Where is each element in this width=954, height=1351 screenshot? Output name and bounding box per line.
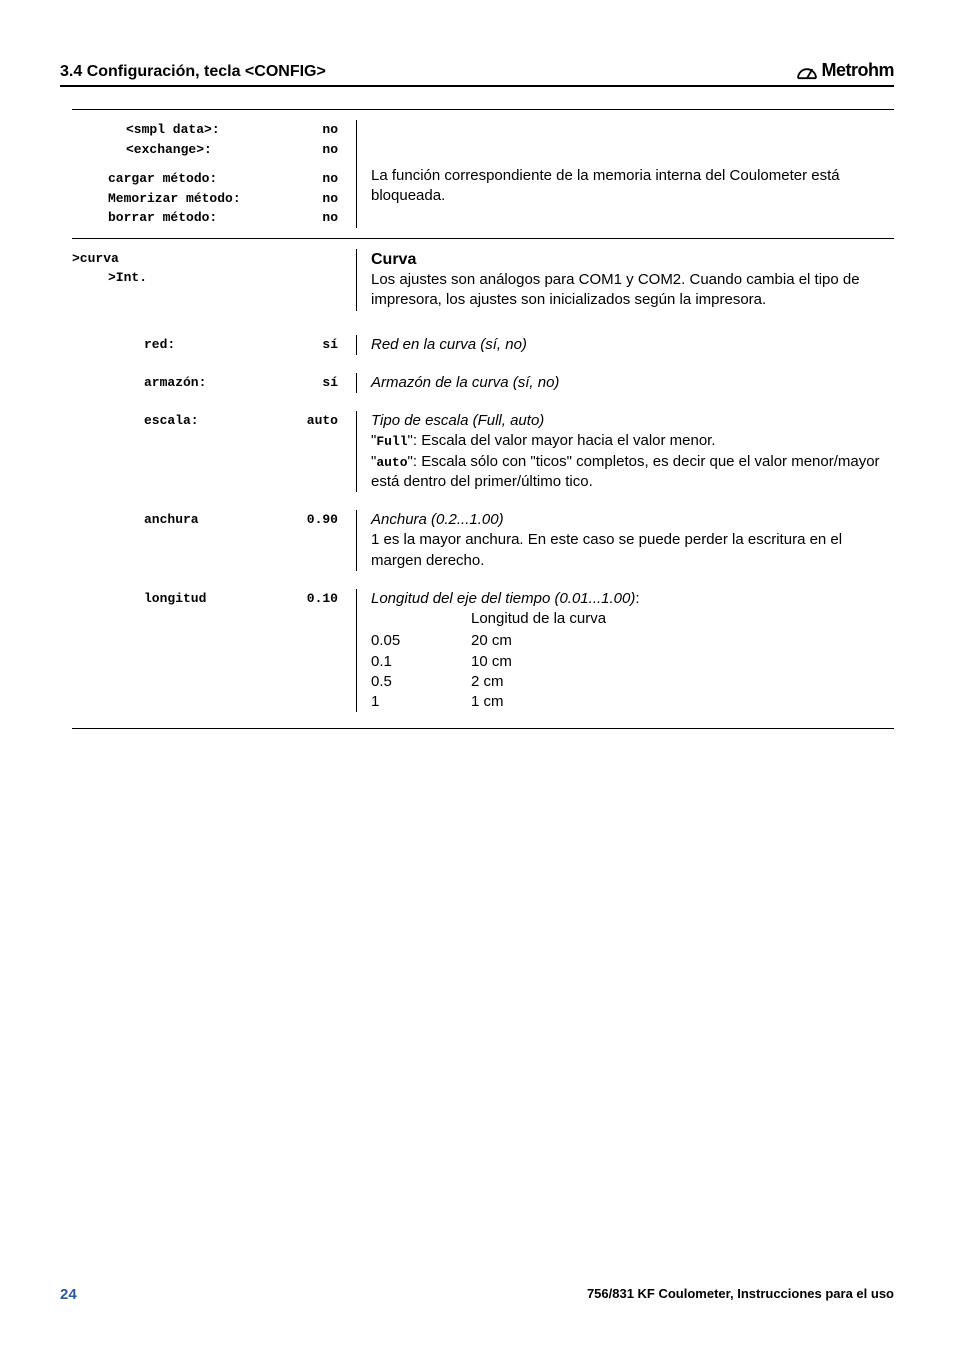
config-value: no <box>293 189 348 209</box>
config-row: borrar método:no <box>72 208 348 228</box>
table-cell: 0.5 <box>371 672 471 692</box>
curva-row: anchura0.90 Anchura (0.2...1.00)1 es la m… <box>72 496 894 575</box>
doc-title: 756/831 KF Coulometer, Instrucciones par… <box>587 1286 894 1303</box>
curva-row-desc: Armazón de la curva (sí, no) <box>371 373 894 393</box>
curva-row: escala:auto Tipo de escala (Full, auto)"F… <box>72 397 894 496</box>
table-cell: 0.05 <box>371 631 471 651</box>
page-number: 24 <box>60 1286 77 1303</box>
curva-head: >curva >Int. Curva Los ajustes son análo… <box>72 238 894 321</box>
config-key: <smpl data>: <box>126 120 293 140</box>
config-value: no <box>293 169 348 189</box>
memory-desc-text: La función correspondiente de la memoria… <box>371 166 894 207</box>
config-key: red: <box>144 335 293 355</box>
config-value: no <box>293 140 348 160</box>
config-key: <exchange>: <box>126 140 293 160</box>
curva-row-desc: Red en la curva (sí, no) <box>371 335 894 355</box>
metrohm-icon <box>796 62 818 80</box>
table-cell: 0.1 <box>371 652 471 672</box>
curva-row-extra: "Full": Escala del valor mayor hacia el … <box>371 431 894 451</box>
config-key: longitud <box>144 589 293 609</box>
curva-row-sublabel: Longitud de la curva <box>371 609 894 629</box>
config-value: 0.90 <box>293 510 348 530</box>
curva-row-right: Anchura (0.2...1.00)1 es la mayor anchur… <box>357 510 894 571</box>
curva-row-desc: Longitud del eje del tiempo (0.01...1.00… <box>371 589 894 609</box>
config-row: Memorizar método:no <box>72 189 348 209</box>
curva-row-extra: "auto": Escala sólo con "ticos" completo… <box>371 452 894 493</box>
table-row: 0.52 cm <box>371 672 894 692</box>
curva-row-left: armazón:sí <box>72 373 357 393</box>
block-memory: <smpl data>:no<exchange>:no cargar métod… <box>72 109 894 238</box>
curva-head2: >Int. <box>72 268 348 288</box>
brand: Metrohm <box>796 60 895 81</box>
curva-title: Curva <box>371 249 894 271</box>
config-key: Memorizar método: <box>108 189 293 209</box>
config-value: sí <box>293 335 348 355</box>
curva-head-right: Curva Los ajustes son análogos para COM1… <box>357 249 894 311</box>
config-value: 0.10 <box>293 589 348 609</box>
curva-desc: Los ajustes son análogos para COM1 y COM… <box>371 270 894 311</box>
config-row: cargar método:no <box>72 169 348 189</box>
page-footer: 24 756/831 KF Coulometer, Instrucciones … <box>60 1286 894 1303</box>
curva-row-right: Longitud del eje del tiempo (0.01...1.00… <box>357 589 894 713</box>
longitud-table: 0.0520 cm0.110 cm0.52 cm11 cm <box>371 631 894 712</box>
block-memory-desc: La función correspondiente de la memoria… <box>357 120 894 228</box>
curva-row: longitud0.10 Longitud del eje del tiempo … <box>72 575 894 729</box>
section-title: 3.4 Configuración, tecla <CONFIG> <box>60 63 326 81</box>
config-key: borrar método: <box>108 208 293 228</box>
curva-row-left: escala:auto <box>72 411 357 492</box>
curva-row-right: Armazón de la curva (sí, no) <box>357 373 894 393</box>
curva-row-right: Tipo de escala (Full, auto)"Full": Escal… <box>357 411 894 492</box>
table-cell: 2 cm <box>471 672 504 692</box>
config-row: <smpl data>:no <box>72 120 348 140</box>
config-row: escala:auto <box>72 411 348 431</box>
curva-row-left: red:sí <box>72 335 357 355</box>
table-row: 0.110 cm <box>371 652 894 672</box>
block-memory-left: <smpl data>:no<exchange>:no cargar métod… <box>72 120 357 228</box>
config-row: longitud0.10 <box>72 589 348 609</box>
curva-row-extra: 1 es la mayor anchura. En este caso se p… <box>371 530 894 571</box>
curva-row: red:sí Red en la curva (sí, no) <box>72 321 894 359</box>
curva-row-desc: Anchura (0.2...1.00) <box>371 510 894 530</box>
curva-row: armazón:sí Armazón de la curva (sí, no) <box>72 359 894 397</box>
curva-row-left: longitud0.10 <box>72 589 357 713</box>
brand-text: Metrohm <box>822 60 895 81</box>
table-cell: 10 cm <box>471 652 512 672</box>
curva-row-desc: Tipo de escala (Full, auto) <box>371 411 894 431</box>
table-row: 0.0520 cm <box>371 631 894 651</box>
table-cell: 1 cm <box>471 692 504 712</box>
config-row: red:sí <box>72 335 348 355</box>
config-key: armazón: <box>144 373 293 393</box>
config-value: sí <box>293 373 348 393</box>
content: <smpl data>:no<exchange>:no cargar métod… <box>72 109 894 729</box>
table-row: 11 cm <box>371 692 894 712</box>
curva-row-left: anchura0.90 <box>72 510 357 571</box>
config-value: no <box>293 208 348 228</box>
curva-head1: >curva <box>72 249 348 269</box>
curva-row-right: Red en la curva (sí, no) <box>357 335 894 355</box>
config-key: anchura <box>144 510 293 530</box>
block-curva: >curva >Int. Curva Los ajustes son análo… <box>72 238 894 730</box>
config-value: no <box>293 120 348 140</box>
curva-head-left: >curva >Int. <box>72 249 357 311</box>
config-row: <exchange>:no <box>72 140 348 160</box>
table-cell: 20 cm <box>471 631 512 651</box>
config-value: auto <box>293 411 348 431</box>
config-row: armazón:sí <box>72 373 348 393</box>
config-row: anchura0.90 <box>72 510 348 530</box>
page-header: 3.4 Configuración, tecla <CONFIG> Metroh… <box>60 60 894 87</box>
config-key: cargar método: <box>108 169 293 189</box>
table-cell: 1 <box>371 692 471 712</box>
config-key: escala: <box>144 411 293 431</box>
